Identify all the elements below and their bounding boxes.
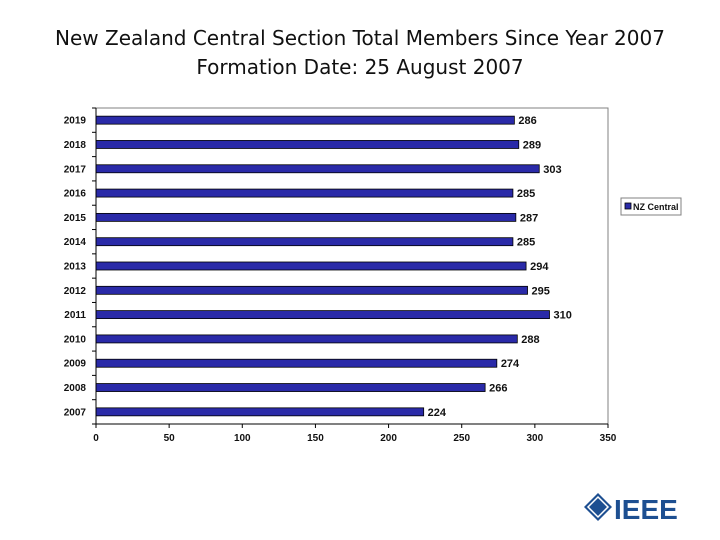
bar-2012 — [95, 285, 528, 295]
x-tick-label-150: 150 — [307, 433, 324, 444]
data-label-2009: 274 — [501, 358, 520, 370]
bar-2007 — [95, 407, 425, 417]
y-tick-label-2008: 2008 — [64, 383, 87, 394]
y-axis-labels: 2019 2018 2017 2016 2015 2014 2013 2012 2011 2010… — [64, 116, 87, 419]
x-tick-label-50: 50 — [164, 433, 176, 444]
y-tick-label-2012: 2012 — [64, 286, 87, 297]
x-tick-label-0: 0 — [93, 433, 99, 444]
x-tick-label-100: 100 — [234, 433, 251, 444]
bar-2018 — [95, 140, 520, 149]
y-tick-label-2017: 2017 — [64, 164, 87, 175]
ieee-diamond-inner-icon — [586, 495, 610, 519]
data-label-2010: 288 — [521, 334, 539, 346]
bar-2017 — [95, 164, 540, 174]
data-label-2017: 303 — [543, 164, 561, 176]
y-tick-label-2015: 2015 — [64, 213, 87, 224]
ieee-logo: IEEE — [584, 493, 678, 525]
data-label-2008: 266 — [489, 383, 507, 395]
legend-box — [620, 197, 682, 216]
ieee-logo-text: IEEE — [614, 494, 678, 525]
legend: NZ Central — [620, 197, 682, 216]
y-tick-label-2007: 2007 — [64, 407, 87, 418]
y-tick-label-2016: 2016 — [64, 189, 87, 200]
data-label-2016: 285 — [517, 188, 535, 200]
bar-2014 — [95, 237, 514, 247]
data-label-2015: 287 — [520, 212, 538, 224]
y-tick-label-2019: 2019 — [64, 116, 87, 127]
data-label-2019: 286 — [518, 115, 536, 127]
bar-2011 — [95, 310, 550, 320]
bar-2008 — [95, 383, 486, 392]
y-tick-label-2011: 2011 — [64, 310, 86, 321]
y-tick-label-2018: 2018 — [64, 140, 87, 151]
legend-swatch — [624, 202, 632, 210]
x-tick-label-350: 350 — [600, 433, 617, 444]
x-axis: 0 50 100 150 200 250 300 350 — [92, 107, 617, 444]
ieee-diamond-icon — [584, 493, 612, 521]
y-tick-label-2009: 2009 — [64, 359, 87, 370]
data-label-2012: 295 — [532, 285, 550, 297]
y-tick-label-2013: 2013 — [64, 262, 87, 273]
x-tick-label-300: 300 — [527, 433, 544, 444]
data-label-2007: 224 — [428, 407, 447, 419]
chart-title: New Zealand Central Section Total Member… — [55, 26, 665, 50]
bar-2013 — [95, 261, 527, 271]
x-tick-label-200: 200 — [380, 433, 397, 444]
x-tick-label-250: 250 — [453, 433, 470, 444]
bar-2015 — [95, 212, 517, 222]
bar-2009 — [95, 358, 498, 368]
data-label-2013: 294 — [530, 261, 549, 273]
y-tick-label-2014: 2014 — [64, 237, 87, 248]
data-label-2011: 310 — [553, 310, 571, 322]
data-label-2014: 285 — [517, 237, 535, 249]
y-tick-label-2010: 2010 — [64, 334, 87, 345]
legend-label: NZ Central — [633, 202, 679, 212]
bar-2016 — [95, 188, 514, 198]
bar-2019 — [95, 115, 515, 125]
bar-2010 — [95, 334, 518, 344]
chart-title-block: New Zealand Central Section Total Member… — [0, 24, 720, 82]
chart-subtitle: Formation Date: 25 August 2007 — [196, 55, 524, 79]
data-label-2018: 289 — [523, 139, 541, 151]
